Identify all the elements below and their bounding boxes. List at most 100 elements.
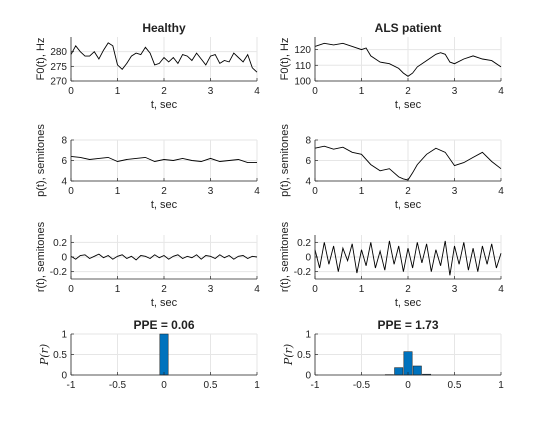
x-tick-label: 0 — [161, 380, 167, 391]
x-tick-label: 4 — [498, 86, 504, 97]
y-tick-label: 1 — [61, 330, 67, 341]
x-tick-label: 3 — [208, 186, 214, 197]
bar — [412, 365, 422, 376]
x-axis-label: t, sec — [395, 199, 422, 211]
y-tick-label: 0 — [61, 371, 67, 382]
y-tick-label: 6 — [61, 156, 67, 167]
y-tick-label: 275 — [50, 62, 67, 73]
x-tick-label: 0 — [312, 186, 318, 197]
y-tick-label: 110 — [295, 61, 311, 72]
x-axis-label: t, sec — [395, 297, 422, 309]
y-tick-label: 280 — [50, 47, 67, 58]
x-tick-label: 3 — [452, 284, 458, 295]
x-tick-label: 3 — [452, 186, 458, 197]
x-tick-label: 1 — [359, 284, 365, 295]
x-tick-label: 0 — [312, 284, 318, 295]
x-tick-label: 1 — [115, 284, 121, 295]
x-tick-label: -1 — [67, 380, 76, 391]
y-tick-label: 0.5 — [297, 350, 311, 361]
y-axis-label: F0(t), Hz — [279, 38, 291, 81]
x-tick-label: 0.5 — [448, 380, 462, 391]
y-tick-label: 0 — [305, 371, 311, 382]
line-series — [70, 155, 257, 164]
y-tick-label: 8 — [61, 136, 67, 147]
chart-title: Healthy — [142, 21, 186, 35]
line-series — [314, 42, 502, 77]
y-tick-label: 8 — [305, 136, 311, 147]
x-axis-label: t, sec — [395, 99, 422, 111]
x-tick-label: 0 — [68, 186, 74, 197]
x-tick-label: 4 — [254, 186, 260, 197]
x-tick-label: 0.5 — [204, 380, 218, 391]
y-tick-label: 120 — [294, 45, 311, 56]
x-tick-label: 4 — [498, 284, 504, 295]
bar — [394, 367, 404, 376]
y-axis-label: r(t), semitones — [35, 221, 47, 292]
chart-title: ALS patient — [375, 21, 442, 35]
y-tick-label: 1 — [305, 330, 311, 341]
y-tick-label: 0.5 — [53, 350, 67, 361]
y-axis-label: P(r) — [38, 344, 51, 366]
y-axis-label: P(r) — [282, 344, 295, 366]
x-tick-label: 0 — [68, 284, 74, 295]
x-tick-label: 0 — [405, 380, 411, 391]
y-tick-label: 4 — [305, 177, 311, 188]
x-tick-label: 1 — [115, 86, 121, 97]
x-tick-label: 4 — [254, 284, 260, 295]
y-tick-label: 270 — [50, 77, 67, 88]
x-tick-label: -1 — [311, 380, 320, 391]
x-tick-label: 3 — [452, 86, 458, 97]
chart-p-als: 0 1 2 3 4 4 6 8 t, sec p(t), semitones — [279, 124, 504, 211]
chart-pr-healthy: -1 -0.5 0 0.5 1 0 0.5 1 P(r) PPE = 0.06 — [38, 318, 260, 391]
y-axis-label: F0(t), Hz — [35, 38, 47, 81]
x-tick-label: 2 — [161, 186, 167, 197]
x-axis-label: t, sec — [151, 297, 178, 309]
chart-title: PPE = 0.06 — [133, 318, 194, 332]
x-tick-label: 1 — [254, 380, 260, 391]
chart-pr-als: -1 -0.5 0 0.5 1 0 0.5 1 P(r) PPE = 1.73 — [282, 318, 504, 391]
y-tick-label: 0.2 — [297, 238, 311, 249]
line-series — [70, 253, 258, 261]
x-tick-label: 4 — [254, 86, 260, 97]
x-tick-label: 1 — [498, 380, 504, 391]
line-series — [70, 42, 258, 73]
y-axis-label: p(t), semitones — [279, 124, 291, 197]
x-axis-label: t, sec — [151, 99, 178, 111]
chart-f0-als: 0 1 2 3 4 100 110 120 t, sec F0(t), Hz ALS patient — [279, 21, 504, 111]
y-tick-label: -0.2 — [50, 267, 68, 278]
y-tick-label: 0.2 — [53, 238, 67, 249]
bar — [403, 351, 413, 376]
bar — [159, 333, 169, 376]
x-tick-label: 2 — [405, 186, 411, 197]
x-tick-label: 3 — [208, 284, 214, 295]
y-axis-label: p(t), semitones — [35, 124, 47, 197]
y-tick-label: 0 — [305, 253, 311, 264]
x-axis-label: t, sec — [151, 199, 178, 211]
x-tick-label: 3 — [208, 86, 214, 97]
y-tick-label: 0 — [61, 253, 67, 264]
x-tick-label: 1 — [115, 186, 121, 197]
x-tick-label: -0.5 — [353, 380, 371, 391]
y-tick-label: 100 — [294, 77, 311, 88]
x-tick-label: 1 — [359, 186, 365, 197]
x-tick-label: 2 — [161, 284, 167, 295]
x-tick-label: 2 — [405, 284, 411, 295]
x-tick-label: -0.5 — [109, 380, 127, 391]
chart-title: PPE = 1.73 — [377, 318, 438, 332]
y-axis-label: r(t), semitones — [279, 221, 291, 292]
line-series — [314, 240, 502, 276]
x-tick-label: 2 — [405, 86, 411, 97]
x-tick-label: 0 — [68, 86, 74, 97]
y-tick-label: 6 — [305, 156, 311, 167]
y-tick-label: -0.2 — [294, 267, 312, 278]
x-tick-label: 1 — [359, 86, 365, 97]
x-tick-label: 4 — [498, 186, 504, 197]
x-tick-label: 2 — [161, 86, 167, 97]
chart-p-healthy: 0 1 2 3 4 4 6 8 t, sec p(t), semitones — [35, 124, 260, 211]
y-tick-label: 4 — [61, 177, 67, 188]
x-tick-label: 0 — [312, 86, 318, 97]
chart-f0-healthy: 0 1 2 3 4 270 275 280 t, sec F0(t), Hz Healthy — [35, 21, 260, 111]
